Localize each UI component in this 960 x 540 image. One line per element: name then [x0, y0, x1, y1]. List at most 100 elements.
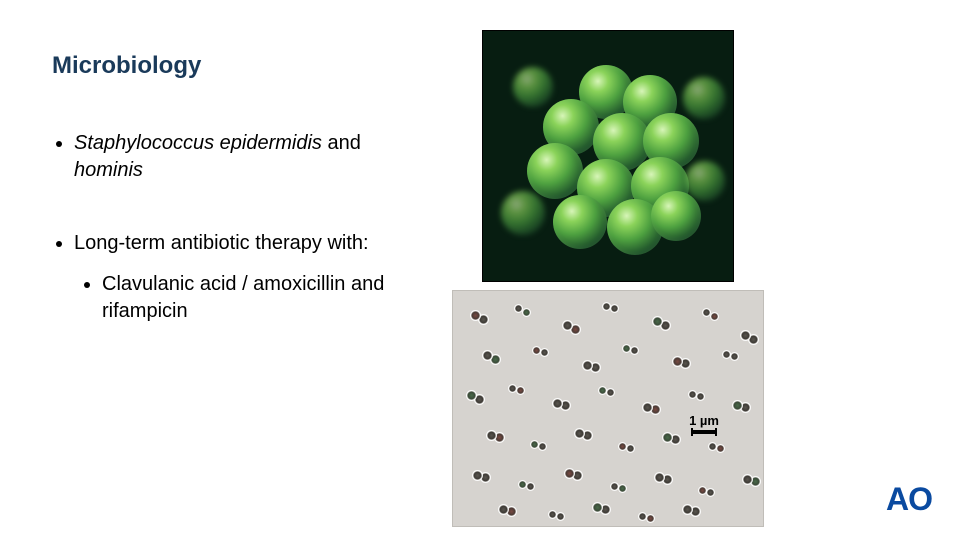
phase-contrast-cell: [689, 391, 696, 398]
phase-contrast-cell: [593, 503, 602, 512]
phase-contrast-cell: [549, 511, 556, 518]
phase-contrast-cell: [723, 351, 730, 358]
phase-contrast-cell: [563, 321, 572, 330]
ao-logo: AO: [886, 481, 932, 518]
microscopy-image-bottom: 1 µm: [452, 290, 764, 527]
phase-contrast-cell: [507, 507, 516, 516]
phase-contrast-cell: [661, 321, 670, 330]
phase-contrast-cell: [651, 405, 660, 414]
phase-contrast-cell: [611, 483, 618, 490]
phase-contrast-cell: [541, 349, 548, 356]
phase-contrast-cell: [741, 331, 750, 340]
phase-contrast-cell: [691, 507, 700, 516]
phase-contrast-cell: [601, 505, 610, 514]
phase-contrast-cell: [733, 401, 742, 410]
coccus-cell: [553, 195, 607, 249]
microscopy-image-top: [482, 30, 734, 282]
phase-contrast-cell: [575, 429, 584, 438]
phase-contrast-cell: [743, 475, 752, 484]
slide: Microbiology Staphylococcus epidermidis …: [0, 0, 960, 540]
phase-contrast-cell: [531, 441, 538, 448]
phase-contrast-cell: [627, 445, 634, 452]
phase-contrast-cell: [527, 483, 534, 490]
phase-contrast-cell: [681, 359, 690, 368]
phase-contrast-cell: [607, 389, 614, 396]
phase-contrast-cell: [509, 385, 516, 392]
phase-contrast-cell: [639, 513, 646, 520]
coccus-cell: [683, 77, 725, 119]
phase-contrast-cell: [517, 387, 524, 394]
phase-contrast-cell: [741, 403, 750, 412]
phase-contrast-cell: [491, 355, 500, 364]
bullet-2: Long-term antibiotic therapy with: Clavu…: [74, 230, 422, 325]
phase-contrast-cell: [487, 431, 496, 440]
phase-contrast-cell: [467, 391, 476, 400]
bullet-1-plain: and: [322, 132, 361, 154]
phase-contrast-cell: [663, 475, 672, 484]
phase-contrast-cell: [717, 445, 724, 452]
phase-contrast-cell: [479, 315, 488, 324]
phase-contrast-cell: [751, 477, 760, 486]
phase-contrast-cell: [711, 313, 718, 320]
phase-contrast-cell: [697, 393, 704, 400]
phase-contrast-cell: [673, 357, 682, 366]
phase-contrast-cell: [481, 473, 490, 482]
content-block: Staphylococcus epidermidis and hominis L…: [52, 130, 422, 371]
phase-contrast-cell: [499, 505, 508, 514]
slide-title: Microbiology: [52, 52, 201, 80]
phase-contrast-cell: [565, 469, 574, 478]
phase-contrast-cell: [699, 487, 706, 494]
phase-contrast-cell: [663, 433, 672, 442]
phase-contrast-cell: [619, 485, 626, 492]
phase-contrast-cell: [533, 347, 540, 354]
phase-contrast-cell: [653, 317, 662, 326]
sub-bullet-list: Clavulanic acid / amoxicillin and rifamp…: [74, 271, 422, 325]
bullet-list: Staphylococcus epidermidis and hominis L…: [52, 130, 422, 325]
phase-contrast-cell: [603, 303, 610, 310]
bullet-1: Staphylococcus epidermidis and hominis: [74, 130, 422, 184]
bullet-2-sub-1: Clavulanic acid / amoxicillin and rifamp…: [102, 271, 422, 325]
coccus-cell: [685, 161, 725, 201]
phase-contrast-cell: [483, 351, 492, 360]
phase-contrast-cell: [709, 443, 716, 450]
coccus-cell: [527, 143, 583, 199]
phase-contrast-cell: [599, 387, 606, 394]
coccus-cell: [651, 191, 701, 241]
phase-contrast-cell: [573, 471, 582, 480]
scale-bar-line: [691, 430, 717, 434]
phase-contrast-cell: [671, 435, 680, 444]
phase-contrast-cell: [539, 443, 546, 450]
phase-contrast-cell: [583, 361, 592, 370]
bullet-1-italic-2: hominis: [74, 159, 143, 181]
phase-contrast-cell: [631, 347, 638, 354]
phase-contrast-cell: [683, 505, 692, 514]
phase-contrast-cell: [707, 489, 714, 496]
phase-contrast-cell: [519, 481, 526, 488]
bullet-1-italic-1: Staphylococcus epidermidis: [74, 132, 322, 154]
phase-contrast-cell: [583, 431, 592, 440]
phase-contrast-cell: [471, 311, 480, 320]
phase-contrast-cell: [523, 309, 530, 316]
scale-bar-label: 1 µm: [689, 413, 719, 428]
phase-contrast-cell: [655, 473, 664, 482]
phase-contrast-cell: [591, 363, 600, 372]
bullet-2-text: Long-term antibiotic therapy with:: [74, 232, 369, 254]
phase-contrast-cell: [643, 403, 652, 412]
coccus-cell: [513, 67, 553, 107]
phase-contrast-cell: [561, 401, 570, 410]
phase-contrast-cell: [749, 335, 758, 344]
phase-contrast-cell: [571, 325, 580, 334]
phase-contrast-cell: [731, 353, 738, 360]
phase-contrast-cell: [619, 443, 626, 450]
phase-contrast-cell: [495, 433, 504, 442]
coccus-cell: [501, 191, 545, 235]
phase-contrast-cell: [473, 471, 482, 480]
phase-contrast-cell: [515, 305, 522, 312]
phase-contrast-cell: [557, 513, 564, 520]
phase-contrast-cell: [647, 515, 654, 522]
phase-contrast-cell: [703, 309, 710, 316]
phase-contrast-cell: [611, 305, 618, 312]
scale-bar: 1 µm: [689, 413, 719, 434]
phase-contrast-cell: [623, 345, 630, 352]
phase-contrast-cell: [475, 395, 484, 404]
